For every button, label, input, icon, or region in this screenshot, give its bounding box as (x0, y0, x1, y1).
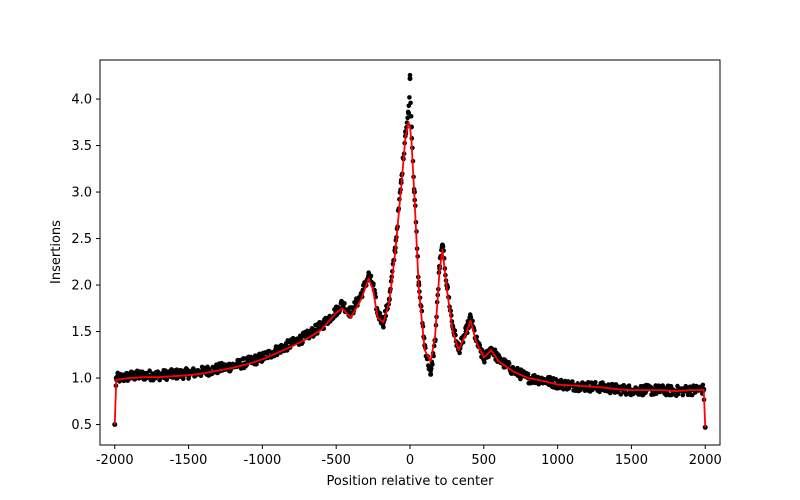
scatter-point (618, 392, 624, 397)
scatter-point (381, 324, 386, 330)
y-tick-label: 0.5 (71, 418, 92, 433)
x-axis: -2000 -1500 -1000 -500 0 500 1000 1500 2000 (96, 445, 722, 468)
scatter-point (407, 76, 413, 82)
scatter-point (406, 110, 412, 116)
y-tick-label: 3.5 (71, 139, 92, 154)
scatter-point (366, 273, 372, 279)
scatter-point (680, 392, 686, 398)
scatter-point (515, 365, 520, 371)
scatter-point (147, 368, 152, 374)
scatter-point (570, 379, 575, 384)
scatter-point (131, 370, 136, 375)
scatter-point (700, 382, 706, 388)
x-axis-label: Position relative to center (327, 474, 495, 489)
scatter-point (408, 113, 414, 119)
y-tick-label: 3.0 (71, 186, 92, 201)
y-tick-label: 4.0 (71, 93, 92, 108)
scatter-point (488, 345, 494, 351)
x-tick-label: 0 (406, 453, 414, 468)
scatter-point (566, 386, 572, 391)
x-tick-label: -2000 (96, 453, 134, 468)
scatter-point (468, 315, 474, 321)
scatter-point (606, 382, 611, 387)
y-axis: 0.5 1.0 1.5 2.0 2.5 3.0 3.5 4.0 (71, 93, 100, 433)
smoothed-line-series (113, 121, 707, 428)
scatter-point (506, 361, 512, 366)
scatter-point (274, 347, 280, 353)
scatter-point (481, 356, 487, 362)
x-tick-label: -1000 (243, 453, 281, 468)
scatter-point (593, 380, 598, 385)
y-tick-label: 2.5 (71, 232, 92, 247)
scatter-point (525, 371, 531, 377)
scatter-point (407, 95, 412, 100)
y-tick-label: 2.0 (71, 279, 92, 294)
scatter-point (428, 366, 434, 371)
x-tick-label: 2000 (689, 453, 722, 468)
scatter-point (577, 387, 583, 393)
scatter-point (408, 100, 413, 106)
x-tick-label: 1500 (615, 453, 648, 468)
scatter-point (547, 374, 553, 380)
scatter-point (430, 362, 435, 367)
scatter-point (625, 391, 630, 397)
scatter-point (164, 377, 170, 383)
scatter-point (428, 371, 434, 377)
scatter-point (653, 391, 659, 397)
x-tick-label: 1000 (541, 453, 574, 468)
scatter-point (407, 72, 413, 78)
scatter-point (405, 115, 410, 121)
scatter-point (339, 301, 345, 307)
x-tick-label: 500 (471, 453, 496, 468)
scatter-point (157, 377, 162, 383)
y-tick-label: 1.5 (71, 325, 92, 340)
scatter-point (267, 349, 272, 354)
smoothed-line (113, 121, 707, 428)
y-axis-label: Insertions (49, 220, 64, 284)
y-tick-label: 1.0 (71, 372, 92, 387)
x-tick-label: -500 (321, 453, 351, 468)
scatter-point (492, 347, 498, 353)
scatter-point (439, 242, 445, 248)
scatter-point (294, 336, 300, 342)
x-tick-label: -1500 (170, 453, 208, 468)
